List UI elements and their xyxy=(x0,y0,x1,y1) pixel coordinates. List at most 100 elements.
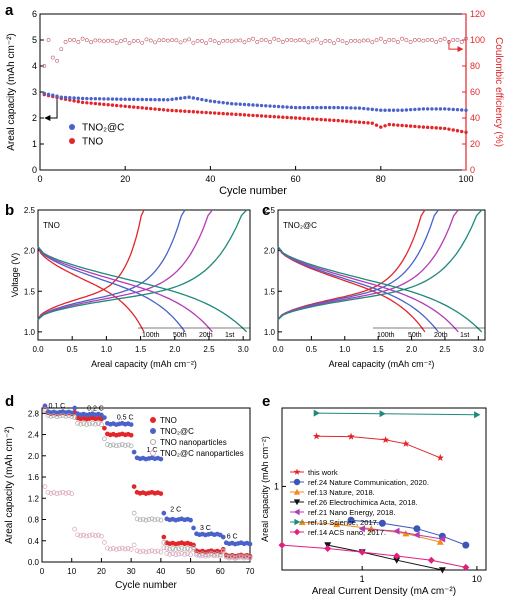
a-marker-ce xyxy=(464,36,468,41)
a-marker-tnoc xyxy=(85,96,89,101)
b-x-tick-label: 2.5 xyxy=(203,345,215,354)
a-marker-tno xyxy=(349,119,353,124)
d-marker xyxy=(81,532,86,538)
b-discharge-curve-20th xyxy=(37,246,213,333)
a-legend-marker-tnoc xyxy=(69,124,75,130)
d-marker xyxy=(75,420,81,426)
d-marker xyxy=(131,542,137,548)
a-arrow-right-axis xyxy=(448,40,464,53)
a-marker-tno xyxy=(174,109,179,113)
a-marker-tnoc xyxy=(340,106,345,110)
panel-letter-c: c xyxy=(262,202,270,219)
a-marker-tno xyxy=(80,100,85,105)
b-x-tick-label: 1.5 xyxy=(135,345,147,354)
a-marker-tno xyxy=(221,111,225,116)
a-marker-tnoc xyxy=(306,105,311,110)
a-marker-tnoc xyxy=(123,97,127,101)
e-x-tick-label: 1 xyxy=(360,574,365,584)
a-marker-tnoc xyxy=(195,97,200,101)
a-marker-tno xyxy=(178,109,183,113)
a-marker-tno xyxy=(102,102,106,107)
a-marker-ce xyxy=(238,38,243,43)
a-marker-tno xyxy=(238,112,242,117)
d-marker xyxy=(75,532,81,538)
e-legend-label: this work xyxy=(308,468,338,477)
d-y-tick-label: 0.4 xyxy=(28,537,40,546)
d-marker xyxy=(42,407,48,412)
d-y-tick-label: 1.2 xyxy=(28,494,40,503)
a-x-tick-label: 20 xyxy=(120,174,130,184)
a-marker-ce xyxy=(404,38,409,42)
a-marker-tno xyxy=(153,107,157,111)
d-marker xyxy=(78,421,83,427)
a-marker-ce xyxy=(378,36,383,41)
c-x-tick-label: 1.0 xyxy=(339,345,351,354)
b-x-axis-label: Areal capacity (mAh cm⁻²) xyxy=(91,359,197,369)
a-marker-ce xyxy=(153,40,157,45)
d-marker xyxy=(57,490,63,496)
d-rate-label: 6 C xyxy=(227,534,238,541)
a-marker-tnoc xyxy=(183,96,187,100)
a-marker-ce xyxy=(187,37,192,42)
a-marker-tnoc xyxy=(447,107,451,111)
a-marker-tnoc xyxy=(323,105,328,110)
a-marker-tno xyxy=(106,103,110,107)
a-marker-tno xyxy=(430,125,434,130)
d-marker xyxy=(48,413,54,419)
a-marker-tnoc xyxy=(417,107,421,111)
d-marker xyxy=(90,420,95,426)
d-marker xyxy=(66,490,72,495)
d-marker xyxy=(203,553,208,559)
a-marker-ce xyxy=(353,38,358,43)
a-marker-ce xyxy=(212,39,217,44)
d-marker xyxy=(179,551,185,556)
d-marker xyxy=(140,548,146,554)
panel-e: e 1 10 1 Areal Current Density (mA cm⁻²) Are… xyxy=(260,393,487,597)
d-marker xyxy=(185,546,190,551)
a-y-tick-label: 5 xyxy=(32,35,37,45)
d-marker xyxy=(194,552,199,558)
d-x-tick-label: 30 xyxy=(127,567,136,576)
d-y-tick-label: 0.0 xyxy=(28,558,40,567)
a-marker-tnoc xyxy=(379,108,383,112)
a-x-tick-label: 100 xyxy=(458,174,473,184)
a-marker-tnoc xyxy=(200,97,204,102)
d-marker xyxy=(84,533,89,539)
a-right-y-tick-label: 120 xyxy=(470,9,485,19)
d-marker xyxy=(155,516,161,522)
a-marker-tnoc xyxy=(127,97,132,102)
d-x-tick-label: 70 xyxy=(246,567,255,576)
a-marker-ce xyxy=(246,38,251,43)
e-legend-label: ref.19 Science, 2017. xyxy=(308,518,379,527)
a-marker-tnoc xyxy=(289,105,294,110)
d-rate-label: 0.1 C xyxy=(48,403,65,410)
a-marker-ce xyxy=(50,55,55,60)
a-y-tick-label: 3 xyxy=(32,87,37,97)
d-marker xyxy=(241,555,247,561)
a-marker-tno xyxy=(387,122,392,127)
d-marker xyxy=(152,549,158,555)
b-x-tick-label: 0.0 xyxy=(32,345,44,354)
b-cycle-label: 100th xyxy=(142,332,160,339)
e-marker xyxy=(393,552,401,560)
a-marker-ce xyxy=(59,47,64,52)
e-marker xyxy=(402,439,410,447)
a-marker-tnoc xyxy=(153,97,157,102)
a-marker-tnoc xyxy=(464,108,468,112)
e-legend-marker xyxy=(293,478,301,486)
e-marker xyxy=(393,557,401,564)
a-marker-ce xyxy=(76,40,81,44)
d-marker xyxy=(99,422,104,427)
a-right-y-tick-label: 100 xyxy=(470,35,485,45)
a-marker-tno xyxy=(298,116,302,120)
c-y-tick-label: 2.0 xyxy=(264,247,276,256)
a-marker-tno xyxy=(340,119,345,123)
a-marker-tno xyxy=(132,105,136,109)
c-charge-curve-1st xyxy=(277,209,483,321)
a-marker-tnoc xyxy=(217,100,221,104)
a-marker-tno xyxy=(76,99,81,104)
a-marker-tnoc xyxy=(178,96,183,100)
d-marker xyxy=(167,546,173,552)
a-marker-tnoc xyxy=(161,98,166,102)
e-marker xyxy=(427,556,435,564)
